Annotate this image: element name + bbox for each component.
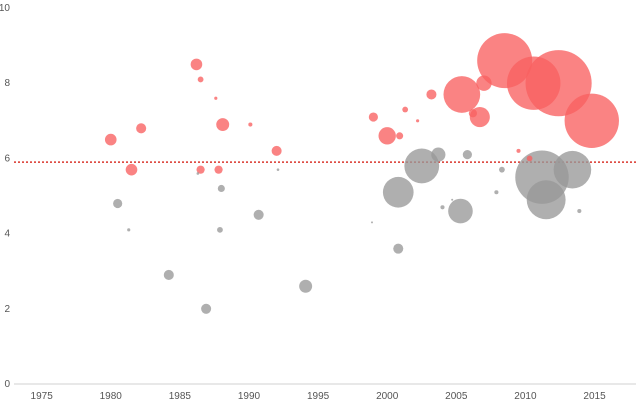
bubble-red xyxy=(196,165,205,174)
bubble-red xyxy=(368,112,378,122)
x-tick-label: 2010 xyxy=(514,391,537,402)
bubble-gray xyxy=(127,228,131,232)
bubble-red xyxy=(197,76,204,83)
y-tick-label: 4 xyxy=(4,229,10,240)
bubble-red xyxy=(564,93,619,149)
axes: 0 2 4 6 8 10 1975 1980 1985 1990 1995 2000 2005 2010 2… xyxy=(0,3,636,402)
y-tick-label: 6 xyxy=(4,153,10,164)
bubble-red xyxy=(214,96,218,100)
x-tick-label: 1975 xyxy=(31,391,54,402)
x-tick-label: 1980 xyxy=(100,391,123,402)
bubble-gray xyxy=(299,279,313,293)
bubble-gray xyxy=(404,148,440,184)
bubble-gray xyxy=(113,198,123,209)
bubble-gray xyxy=(201,303,212,314)
bubble-red xyxy=(125,163,138,176)
bubble-red xyxy=(476,75,492,91)
bubble-red xyxy=(271,145,282,156)
bubble-gray xyxy=(370,221,373,224)
bubble-red xyxy=(506,56,561,110)
bubble-red xyxy=(516,148,521,153)
x-tick-label: 1985 xyxy=(169,391,192,402)
bubble-red xyxy=(426,89,437,100)
bubble-gray xyxy=(163,269,174,280)
bubble-red xyxy=(468,109,477,118)
bubble-red xyxy=(526,155,533,162)
bubble-gray xyxy=(196,172,200,175)
x-tick-label: 2000 xyxy=(376,391,399,402)
bubble-red xyxy=(396,132,404,140)
bubble-red xyxy=(402,106,409,113)
bubble-gray xyxy=(499,166,505,173)
bubble-gray xyxy=(462,150,472,160)
bubble-gray xyxy=(217,226,223,233)
bubble-gray xyxy=(393,243,404,254)
bubble-red xyxy=(104,133,117,146)
x-tick-label: 2015 xyxy=(583,391,606,402)
y-tick-label: 2 xyxy=(4,304,10,315)
bubble-gray xyxy=(526,180,566,220)
bubble-gray xyxy=(494,190,499,195)
x-tick-label: 1990 xyxy=(238,391,261,402)
bubble-red xyxy=(378,127,396,145)
bubble-red xyxy=(443,76,481,113)
bubble-gray xyxy=(451,198,454,201)
bubble-gray xyxy=(382,176,414,208)
bubble-gray xyxy=(431,147,446,162)
bubble-gray xyxy=(217,184,225,193)
x-tick-label: 2005 xyxy=(445,391,468,402)
y-tick-label: 0 xyxy=(4,379,10,390)
bubble-red xyxy=(416,119,420,123)
y-tick-label: 10 xyxy=(0,3,10,14)
bubble-gray xyxy=(448,198,473,224)
bubble-gray xyxy=(440,205,445,210)
bubble-gray xyxy=(553,150,592,189)
bubble-red xyxy=(214,165,223,174)
bubble-red xyxy=(136,123,147,134)
bubble-gray xyxy=(577,208,582,214)
bubble-red xyxy=(248,122,253,127)
bubble-red xyxy=(216,118,230,132)
bubble-gray xyxy=(253,209,264,220)
y-tick-label: 8 xyxy=(4,78,10,89)
x-tick-label: 1995 xyxy=(307,391,330,402)
bubble-gray xyxy=(276,168,280,171)
bubble-layer xyxy=(104,33,619,314)
bubble-red xyxy=(190,58,203,71)
